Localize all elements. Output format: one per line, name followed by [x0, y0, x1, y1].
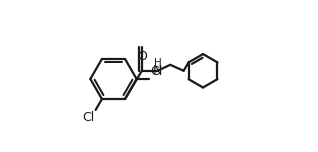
Text: H: H [154, 58, 161, 68]
Text: Cl: Cl [150, 65, 162, 78]
Text: O: O [137, 50, 147, 63]
Text: Cl: Cl [83, 111, 95, 124]
Text: N: N [153, 64, 162, 76]
